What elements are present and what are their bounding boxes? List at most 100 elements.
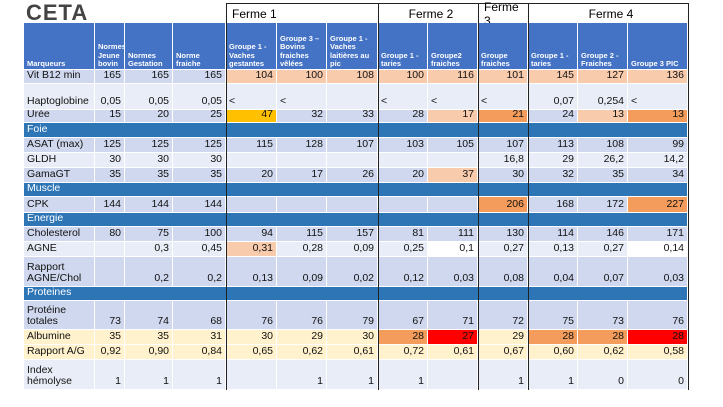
cell: 16,8 [478,153,528,168]
cell: 172 [578,197,628,213]
cell: 144 [125,197,173,213]
cell [277,153,327,168]
cell: 101 [478,70,528,84]
cell: 74 [125,301,173,330]
section-header: Proteines [24,287,688,301]
cell: 146 [578,227,628,242]
cell: 108 [578,138,628,153]
row-label: CPK [24,197,95,213]
cell: 105 [428,138,478,153]
cell: 0,254 [578,84,628,110]
cell: 72 [478,301,528,330]
cell: 0,05 [95,84,125,110]
cell: 0,05 [173,84,226,110]
cell: 29 [277,330,327,345]
cell: 125 [173,138,226,153]
cell: 30 [327,330,378,345]
cell: 0,1 [428,242,478,257]
cell: 107 [478,138,528,153]
cell: 100 [277,70,327,84]
cell: 0,03 [428,257,478,287]
cell: 1 [277,360,327,390]
cell: 0,07 [528,84,578,110]
title: CETA [26,0,89,25]
cell: 0,13 [528,242,578,257]
row-label: Rapport A/G [24,345,95,360]
cell: 0,62 [277,345,327,360]
column-header: Groupe 2 - Fraiches [578,23,628,70]
cell: 104 [226,70,277,84]
row-label: AGNE [24,242,95,257]
cell: 29 [528,153,578,168]
cell: 0,58 [628,345,688,360]
column-header: Groupe 1 - taries [528,23,578,70]
cell [378,197,428,213]
cell: 67 [378,301,428,330]
row-label: Urée [24,110,95,123]
cell: 27 [428,330,478,345]
cell: 206 [478,197,528,213]
cell: 26 [327,168,378,183]
cell: 0,12 [378,257,428,287]
cell: 125 [95,138,125,153]
cell: 94 [226,227,277,242]
cell: 30 [125,153,173,168]
row-label: GamaGT [24,168,95,183]
cell: 47 [226,110,277,123]
cell [95,242,125,257]
cell: 30 [95,153,125,168]
cell: 145 [528,70,578,84]
cell: 75 [528,301,578,330]
cell: 0,25 [378,242,428,257]
separator [378,3,379,390]
cell: 0,27 [478,242,528,257]
cell: 21 [478,110,528,123]
separator [478,3,479,390]
cell: 35 [95,330,125,345]
cell: 75 [125,227,173,242]
farm-header: Ferme 4 [528,3,688,23]
farm-header: Ferme 3 [478,0,528,28]
cell: 1 [327,360,378,390]
cell: 35 [125,330,173,345]
cell: 81 [378,227,428,242]
cell: < [478,84,528,110]
cell: 76 [277,301,327,330]
cell: 31 [173,330,226,345]
column-header: Norme fraiche [173,23,226,70]
cell: 100 [378,70,428,84]
section-header: Energie [24,213,688,227]
cell [95,257,125,287]
cell: 32 [277,110,327,123]
cell: 0,14 [628,242,688,257]
cell: 0,3 [125,242,173,257]
cell: 113 [528,138,578,153]
cell [327,153,378,168]
column-header: Groupe fraiches [478,23,528,70]
cell: 37 [428,168,478,183]
cell: 13 [628,110,688,123]
cell: 0,03 [628,257,688,287]
cell: 99 [628,138,688,153]
cell: 127 [578,70,628,84]
cell: 0,61 [428,345,478,360]
cell: 107 [327,138,378,153]
row-label: Vit B12 min [24,70,95,84]
row-label: GLDH [24,153,95,168]
cell: 0,90 [125,345,173,360]
row-label: Haptoglobine [24,84,95,110]
cell: 116 [428,70,478,84]
cell: 115 [277,227,327,242]
cell: 0,72 [378,345,428,360]
cell: 20 [378,168,428,183]
cell: 24 [528,110,578,123]
cell: 76 [226,301,277,330]
cell [428,153,478,168]
farm-header: Ferme 1 [226,3,378,23]
cell: < [277,84,327,110]
separator [226,3,227,390]
cell: 1 [95,360,125,390]
cell: 157 [327,227,378,242]
cell [226,360,277,390]
